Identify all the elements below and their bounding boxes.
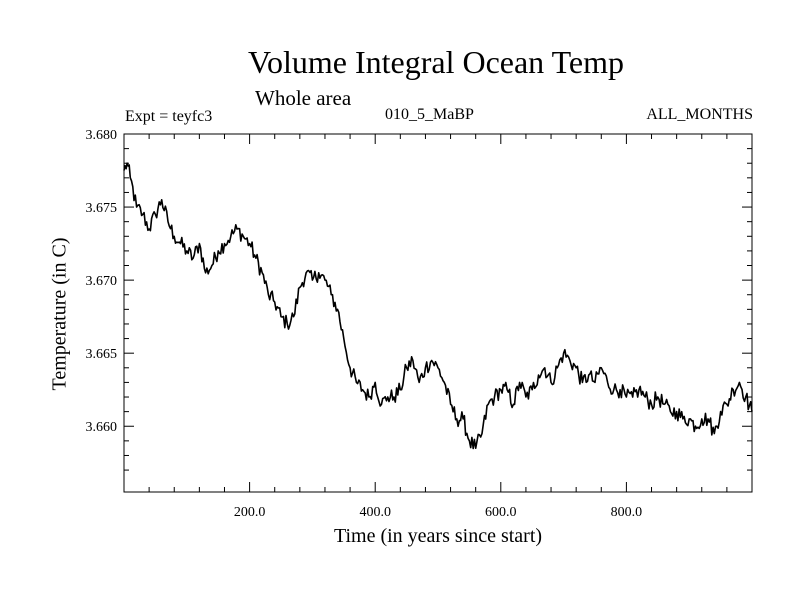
y-axis-label: Temperature (in C): [48, 237, 71, 391]
plot-frame: [123, 133, 753, 493]
x-axis: 200.0 400.0 600.0 800.0: [234, 134, 642, 520]
experiment-label: Expt = teyfc3: [125, 108, 213, 125]
y-tick-label: 3.660: [86, 420, 118, 435]
months-label: ALL_MONTHS: [646, 106, 753, 123]
experiment-name: 010_5_MaBP: [385, 106, 474, 123]
chart-title: Volume Integral Ocean Temp: [247, 44, 624, 80]
y-axis: 3.660 3.665 3.670 3.675 3.680: [86, 128, 752, 435]
chart-subtitle: Whole area: [255, 86, 352, 110]
x-tick-label: 800.0: [611, 505, 643, 520]
y-tick-label: 3.680: [86, 128, 118, 143]
y-tick-label: 3.670: [86, 274, 118, 289]
x-tick-label: 600.0: [485, 505, 517, 520]
series-line: [123, 162, 753, 450]
y-tick-label: 3.665: [86, 347, 118, 362]
x-tick-label: 200.0: [234, 505, 266, 520]
minor-ticks: [124, 134, 752, 492]
x-tick-label: 400.0: [359, 505, 391, 520]
x-axis-label: Time (in years since start): [333, 525, 543, 547]
y-tick-label: 3.675: [86, 201, 118, 216]
